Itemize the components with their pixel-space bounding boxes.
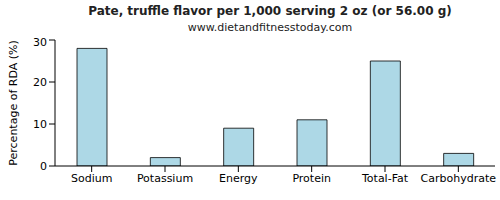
svg-text:Total-Fat: Total-Fat	[361, 172, 409, 185]
svg-text:0: 0	[40, 160, 47, 173]
html-text:Pate, truffle flavor per 1,000: Pate, truffle flavor per 1,000 serving 2…	[88, 4, 452, 18]
svg-text:Carbohydrate: Carbohydrate	[421, 172, 492, 185]
svg-text:10: 10	[33, 118, 47, 131]
svg-text:20: 20	[33, 76, 47, 89]
html-text:www.dietandfitnesstoday.com: www.dietandfitnesstoday.com	[187, 21, 353, 34]
svg-text:Percentage of RDA (%): Percentage of RDA (%)	[8, 40, 20, 165]
svg-text:Energy: Energy	[219, 172, 258, 185]
svg-text:Protein: Protein	[292, 172, 331, 185]
svg-text:30: 30	[33, 36, 47, 49]
svg-text:Sodium: Sodium	[71, 172, 112, 185]
svg-text:Potassium: Potassium	[137, 172, 193, 185]
